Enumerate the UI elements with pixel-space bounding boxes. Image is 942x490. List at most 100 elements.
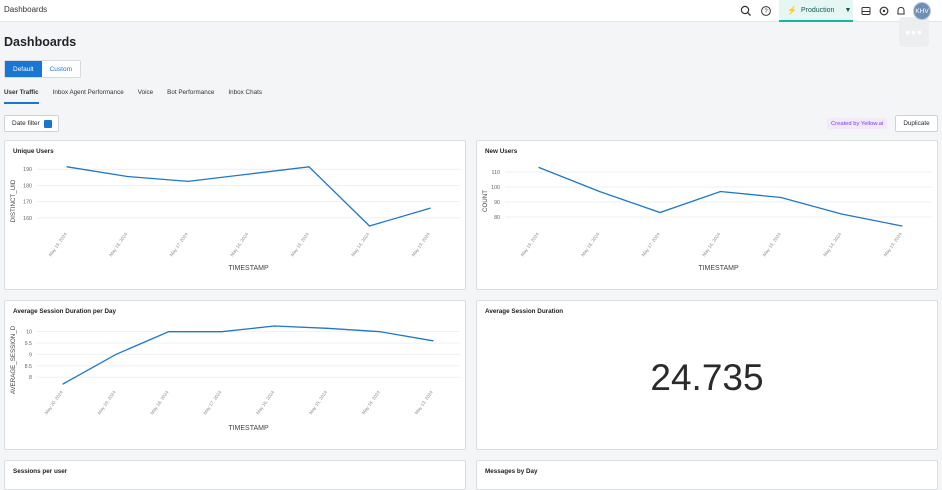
avg-session-card: Average Session Duration 24.735 [476,300,938,450]
data-point [66,166,68,168]
data-point [659,211,661,214]
card-title: Messages by Day [485,468,538,475]
page-title: Dashboards [4,35,77,49]
chevron-down-icon: ▼ [844,6,852,14]
y-axis-title: DISTINCT_UID [10,179,17,222]
settings-icon[interactable] [877,4,891,18]
card-title: Sessions per user [13,468,68,475]
x-tick-label: May 18, 2024 [108,231,128,257]
x-tick-label: May 14, 2024 [361,389,381,415]
x-tick-label: May 16, 2024 [701,231,721,257]
x-tick-label: May 18, 2024 [149,389,169,415]
y-axis-title: AVERAGE_SESSION_D [10,325,17,394]
duplicate-button[interactable]: Duplicate [895,115,938,132]
y-tick-label: 9 [29,352,32,358]
custom-button[interactable]: Custom [49,65,73,73]
data-point [429,207,431,209]
x-tick-label: May 13, 2024 [414,389,434,415]
y-tick-label: 160 [23,216,32,222]
data-point [308,166,310,168]
card-title: Average Session Duration per Day [13,308,117,315]
tab-voice[interactable]: Voice [137,89,154,96]
data-point [379,331,381,333]
data-point [326,327,328,329]
y-tick-label: 100 [491,185,500,191]
y-tick-label: 10 [26,330,32,336]
data-point [368,225,371,227]
avg-session-value: 24.735 [650,357,764,398]
bell-icon[interactable] [894,4,908,18]
breadcrumb: Dashboards [4,5,48,14]
y-tick-label: 90 [494,200,500,206]
x-tick-label: May 19, 2024 [48,231,68,257]
y-tick-label: 170 [23,200,32,206]
messages-by-day-card: Messages by Day [476,460,938,490]
created-by-badge: Created by Yellow.ai [827,118,888,129]
x-tick-label: May 16, 2024 [255,389,275,415]
sessions-per-user-card: Sessions per user [4,460,466,490]
data-point [187,180,189,183]
data-point [126,175,129,178]
avatar[interactable]: KHV [913,2,931,20]
new-users-card: New Users 80 90 100 110 May 19, 2024 May 18, … [476,140,938,290]
x-tick-label: May 14, 2024 [350,231,370,257]
tab-bar: User Traffic Inbox Agent Performance Voi… [4,88,262,104]
y-tick-label: 8.5 [25,364,32,370]
search-icon[interactable] [739,4,753,18]
date-filter-button[interactable]: Date filter [4,115,59,132]
new-users-chart: 80 90 100 110 May 19, 2024 May 18, 2024 May 17… [482,166,932,272]
x-tick-label: May 15, 2024 [762,231,782,257]
unique-users-card: Unique Users 160 170 180 190 May 19, 2024 May… [4,140,466,290]
data-point [598,190,601,193]
top-bar: Dashboards ? ⚡ Production ▼ [0,0,942,22]
tab-inbox-chats[interactable]: Inbox Chats [228,89,262,96]
card-title: Average Session Duration [485,308,564,315]
x-tick-label: May 15, 2024 [290,231,310,257]
y-tick-label: 9.5 [25,341,32,347]
data-point [247,173,250,175]
x-tick-label: May 16, 2024 [229,231,249,257]
environment-label: Production [800,6,835,14]
tab-bot-performance[interactable]: Bot Performance [167,89,215,96]
series-line [66,166,431,227]
x-tick-label: May 19, 2024 [97,389,117,415]
data-point [840,213,843,215]
help-icon[interactable]: ? [759,4,773,18]
y-tick-label: 80 [494,215,500,221]
x-tick-label: May 20, 2024 [44,389,64,415]
data-point [115,353,117,356]
more-options-button[interactable]: ••• [899,17,929,47]
default-button[interactable]: Default [5,61,42,77]
environment-selector[interactable]: ⚡ Production ▼ [779,0,853,22]
x-axis-title: TIMESTAMP [228,425,269,432]
inbox-icon[interactable] [859,4,873,18]
tab-user-traffic[interactable]: User Traffic [4,88,39,104]
card-title: Unique Users [13,148,54,155]
unique-users-chart: 160 170 180 190 May 19, 2024 May 18, 2024 May … [10,166,460,272]
x-axis-title: TIMESTAMP [228,265,269,272]
date-filter-label: Date filter [12,120,40,127]
series-line [62,325,434,385]
data-point [538,166,540,169]
tab-inbox-agent-performance[interactable]: Inbox Agent Performance [52,89,124,96]
x-tick-label: May 13, 2024 [883,231,903,257]
avg-session-per-day-chart: 8 8.5 9 9.5 10 May 20, 2024 May 19, 2024 May 18… [10,325,460,432]
data-point [432,340,434,342]
data-point [168,331,170,333]
y-tick-label: 190 [23,167,32,173]
card-title: New Users [485,148,518,155]
x-tick-label: May 19, 2024 [520,231,540,257]
dashboard-type-toggle: Default Custom [4,60,82,78]
x-tick-label: May 14, 2024 [822,231,842,257]
data-point [220,331,223,333]
x-tick-label: May 17, 2024 [641,231,661,257]
data-point [719,190,722,193]
y-tick-label: 180 [23,183,32,189]
calendar-icon [43,119,52,128]
y-tick-label: 8 [29,375,32,381]
y-tick-label: 110 [492,170,500,176]
x-tick-label: May 18, 2024 [580,231,600,257]
data-point [901,225,903,227]
x-tick-label: May 17, 2024 [169,231,189,257]
bolt-icon: ⚡ [787,5,797,15]
